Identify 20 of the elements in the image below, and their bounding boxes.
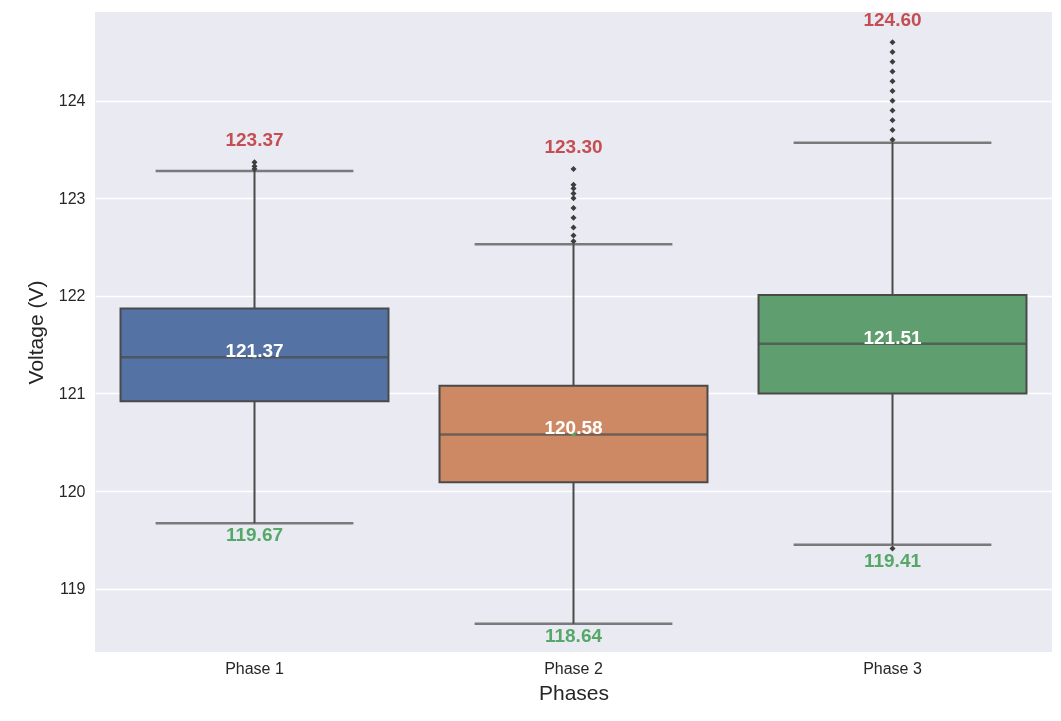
annotation: 124.60 bbox=[863, 9, 922, 31]
annotation: 118.64 bbox=[544, 624, 603, 646]
x-tick-label: Phase 1 bbox=[225, 659, 284, 677]
annotation: 121.51 bbox=[863, 326, 922, 348]
y-tick-label: 122 bbox=[58, 287, 86, 305]
y-axis-title: Voltage (V) bbox=[23, 280, 47, 385]
y-tick-label: 123 bbox=[58, 189, 86, 207]
x-tick-label: Phase 2 bbox=[544, 659, 603, 677]
y-tick-label: 121 bbox=[58, 384, 86, 402]
y-tick-label: 124 bbox=[58, 92, 86, 110]
y-tick-label: 119 bbox=[59, 580, 86, 598]
annotation: 119.67 bbox=[225, 524, 284, 546]
y-tick-label: 120 bbox=[58, 482, 86, 500]
annotation: 123.37 bbox=[225, 129, 284, 151]
x-axis-title: Phases bbox=[538, 680, 610, 704]
annotation: 119.41 bbox=[863, 549, 922, 571]
annotation: 123.30 bbox=[544, 136, 603, 158]
annotation: 120.58 bbox=[544, 417, 603, 439]
annotation: 121.37 bbox=[225, 340, 284, 362]
x-tick-label: Phase 3 bbox=[863, 659, 922, 677]
